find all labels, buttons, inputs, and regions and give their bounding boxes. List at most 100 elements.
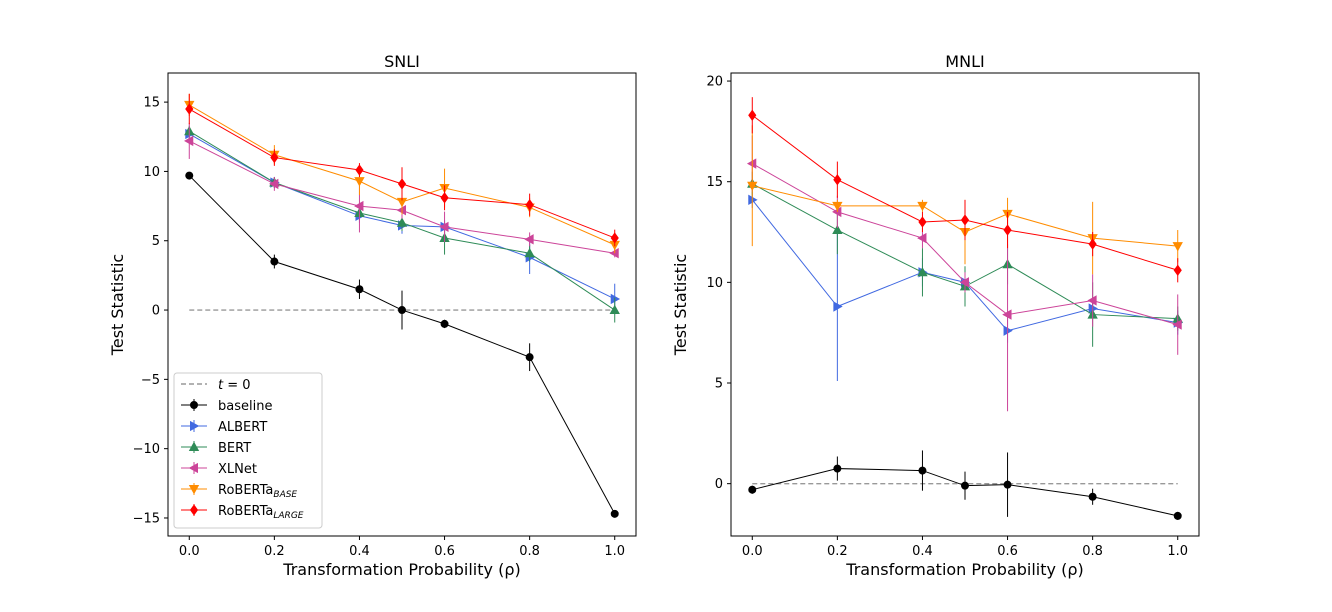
mnli-data-point — [1003, 224, 1012, 236]
mnli-data-point — [833, 464, 842, 473]
snli-data-point — [396, 217, 408, 227]
snli-title: SNLI — [384, 52, 420, 71]
mnli-data-point — [917, 201, 928, 212]
mnli-data-point — [917, 232, 927, 244]
snli-series-0 — [185, 171, 619, 518]
mnli-x-tick-label: 0.4 — [912, 544, 933, 559]
snli-x-tick-label: 0.6 — [434, 544, 455, 559]
snli-panel: SNLI 0.0 0.2 0.4 0.6 0.8 1.0 −15 −10 −5 0 5 10 15 Tran… — [108, 52, 637, 579]
mnli-x-tick-label: 0.0 — [742, 544, 763, 559]
snli-data-point — [610, 232, 619, 244]
mnli-series-0 — [748, 450, 1182, 520]
mnli-data-point — [918, 216, 927, 228]
mnli-data-point — [917, 266, 928, 277]
snli-y-tick-label: 15 — [143, 96, 160, 111]
snli-data-point — [269, 178, 279, 190]
snli-data-point — [185, 171, 194, 180]
legend-swatch-marker — [188, 484, 200, 495]
snli-data-point — [270, 257, 279, 266]
mnli-data-point — [1172, 242, 1183, 252]
mnli-data-point — [833, 174, 842, 186]
legend-swatch-marker — [189, 400, 198, 409]
mnli-data-point — [960, 214, 970, 226]
snli-x-tick-label: 1.0 — [604, 544, 625, 559]
legend-swatch-marker — [189, 504, 199, 516]
snli-x-tick-label: 0.4 — [349, 544, 370, 559]
mnli-data-point — [1003, 480, 1012, 489]
snli-data-point — [397, 306, 406, 315]
snli-y-axis-label: Test Statistic — [108, 254, 127, 356]
mnli-x-tick-label: 0.8 — [1082, 544, 1103, 559]
snli-data-point — [354, 200, 364, 212]
mnli-data-point — [1088, 492, 1097, 501]
mnli-data-point — [961, 481, 970, 490]
legend-entry-label: XLNet — [218, 462, 257, 477]
mnli-data-point — [747, 181, 758, 192]
mnli-data-point — [832, 201, 843, 212]
snli-data-point — [440, 192, 449, 204]
legend-entry-label: ALBERT — [218, 420, 267, 435]
snli-data-point — [183, 135, 194, 147]
snli-plot-frame — [167, 72, 637, 537]
mnli-y-axis-label: Test Statistic — [671, 254, 690, 356]
legend-swatch-marker — [189, 420, 200, 432]
legend-entry-label: baseline — [218, 399, 272, 414]
snli-data-point — [354, 177, 365, 187]
snli-data-point — [355, 285, 364, 294]
snli-y-tick-label: −5 — [141, 373, 160, 388]
legend-swatch-marker — [188, 462, 199, 474]
legend-entry-label: RoBERTaLARGE — [218, 504, 304, 521]
mnli-data-point — [918, 466, 927, 475]
mnli-data-point — [833, 301, 843, 312]
mnli-x-tick-label: 1.0 — [1167, 544, 1188, 559]
mnli-data-point — [1088, 238, 1097, 250]
mnli-y-tick-label: 15 — [706, 175, 723, 190]
mnli-data-point — [1002, 309, 1012, 320]
snli-data-point — [185, 103, 194, 115]
mnli-y-tick-label: 0 — [715, 477, 723, 492]
legend-swatch-marker — [188, 441, 200, 452]
snli-data-point — [355, 164, 364, 176]
snli-series-5 — [185, 93, 619, 247]
snli-data-point — [524, 247, 535, 258]
snli-y-tick-label: 10 — [143, 165, 160, 180]
snli-y-tick-label: −10 — [133, 442, 160, 457]
snli-data-point — [440, 319, 449, 328]
mnli-data-point — [1173, 264, 1182, 276]
mnli-data-point — [748, 109, 757, 121]
legend-reference-label: t = 0 — [218, 378, 251, 393]
legend-entry-label: BERT — [218, 441, 251, 456]
snli-data-point — [397, 178, 407, 190]
mnli-data-point — [748, 485, 757, 494]
snli-y-tick-label: 5 — [152, 234, 160, 249]
mnli-data-point — [1087, 295, 1097, 306]
legend-box — [173, 372, 323, 529]
mnli-data-point — [1173, 511, 1182, 520]
snli-x-tick-label: 0.0 — [179, 544, 200, 559]
snli-data-point — [610, 509, 619, 518]
snli-data-point — [525, 199, 534, 211]
snli-data-point — [525, 353, 534, 362]
mnli-x-axis-label: Transformation Probability (ρ) — [845, 560, 1083, 579]
snli-x-tick-label: 0.2 — [264, 544, 285, 559]
mnli-panel: MNLI 0.0 0.2 0.4 0.6 0.8 1.0 0 5 10 15 20 Transforma… — [671, 52, 1200, 579]
legend: t = 0 baseline ALBERT BERT XLNet RoBERTaBASE R… — [173, 372, 323, 529]
mnli-x-tick-label: 0.2 — [827, 544, 848, 559]
snli-data-point — [609, 304, 620, 315]
mnli-y-tick-label: 5 — [715, 377, 723, 392]
mnli-data-point — [1172, 319, 1182, 330]
mnli-series-3 — [746, 135, 1182, 412]
snli-y-tick-label: −15 — [133, 511, 160, 526]
snli-data-point — [439, 221, 449, 233]
mnli-plot-frame — [730, 72, 1200, 537]
mnli-data-point — [959, 277, 969, 288]
mnli-x-tick-label: 0.6 — [997, 544, 1018, 559]
snli-x-tick-label: 0.8 — [519, 544, 540, 559]
legend-entry-label: RoBERTaBASE — [218, 483, 297, 500]
mnli-y-tick-label: 20 — [706, 75, 723, 90]
mnli-series-5 — [748, 97, 1182, 283]
mnli-title: MNLI — [945, 52, 984, 71]
snli-data-point — [270, 151, 279, 164]
snli-data-point — [524, 234, 534, 245]
